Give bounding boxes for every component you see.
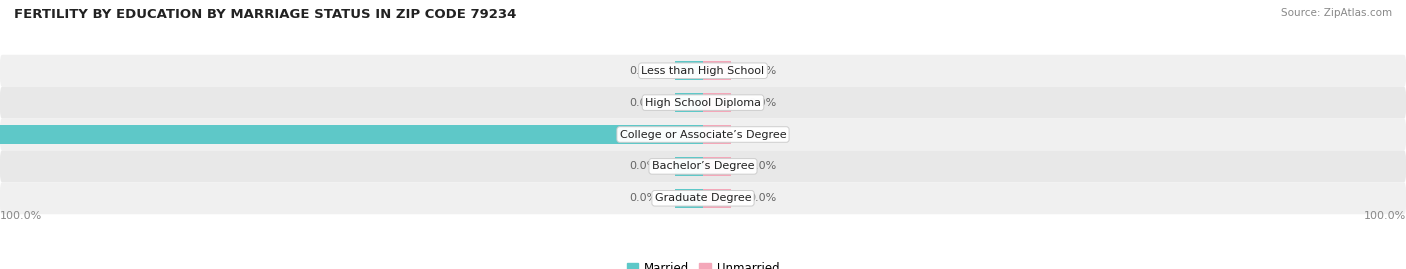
Text: High School Diploma: High School Diploma [645,98,761,108]
Text: 0.0%: 0.0% [749,161,778,171]
Bar [703,157,731,176]
Text: 0.0%: 0.0% [749,129,778,140]
Text: 0.0%: 0.0% [749,193,778,203]
Legend: Married, Unmarried: Married, Unmarried [621,258,785,269]
Text: Source: ZipAtlas.com: Source: ZipAtlas.com [1281,8,1392,18]
Bar [703,125,731,144]
Text: Bachelor’s Degree: Bachelor’s Degree [652,161,754,171]
Text: 0.0%: 0.0% [749,66,778,76]
Text: Graduate Degree: Graduate Degree [655,193,751,203]
Bar [703,61,731,80]
Text: 0.0%: 0.0% [628,193,657,203]
Bar [675,189,703,208]
Text: 100.0%: 100.0% [1364,211,1406,221]
Text: 0.0%: 0.0% [628,161,657,171]
Text: Less than High School: Less than High School [641,66,765,76]
Text: 0.0%: 0.0% [628,66,657,76]
Text: FERTILITY BY EDUCATION BY MARRIAGE STATUS IN ZIP CODE 79234: FERTILITY BY EDUCATION BY MARRIAGE STATU… [14,8,516,21]
Bar [703,189,731,208]
FancyBboxPatch shape [0,55,1406,87]
FancyBboxPatch shape [0,87,1406,119]
Text: College or Associate’s Degree: College or Associate’s Degree [620,129,786,140]
Text: 0.0%: 0.0% [749,98,778,108]
FancyBboxPatch shape [0,182,1406,214]
Text: 0.0%: 0.0% [628,98,657,108]
Bar [675,61,703,80]
FancyBboxPatch shape [0,150,1406,182]
Bar [703,93,731,112]
Bar [675,157,703,176]
Text: 100.0%: 100.0% [0,211,42,221]
Bar [675,93,703,112]
FancyBboxPatch shape [0,119,1406,150]
Bar [0,125,703,144]
